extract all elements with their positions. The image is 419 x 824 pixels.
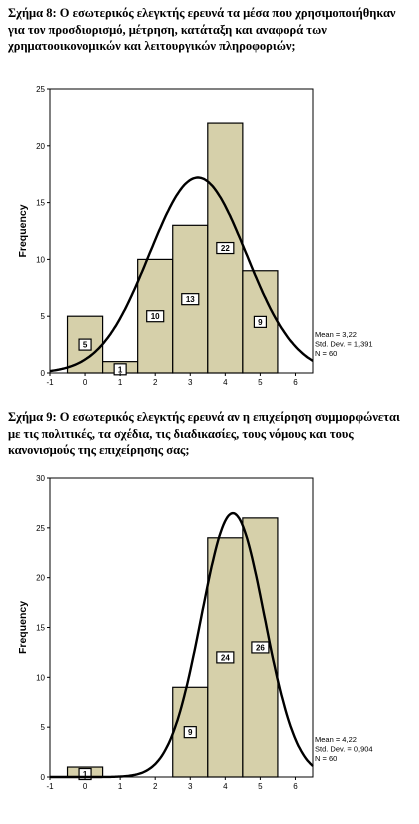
data-label: 9 <box>258 318 263 327</box>
y-tick-label: 20 <box>36 142 45 151</box>
data-label-box <box>183 726 197 739</box>
x-tick-label: 1 <box>118 782 123 791</box>
stats-line: N = 60 <box>315 349 337 358</box>
data-label-box <box>253 315 267 328</box>
data-label: 1 <box>118 365 123 374</box>
data-label: 22 <box>221 244 230 253</box>
normal-curve <box>50 511 314 779</box>
stats-line: Std. Dev. = 1,391 <box>315 340 373 349</box>
data-label: 24 <box>221 653 230 662</box>
y-tick-label: 5 <box>41 723 46 732</box>
y-tick-label: 10 <box>36 673 45 682</box>
y-axis-title: Frequency <box>17 601 29 654</box>
stats-line: Mean = 4,22 <box>315 735 357 744</box>
y-tick-label: 15 <box>36 199 45 208</box>
x-tick-label: 4 <box>223 378 228 387</box>
x-tick-label: 6 <box>293 378 298 387</box>
x-tick-label: -1 <box>46 378 54 387</box>
data-label-box <box>78 338 92 351</box>
figure-9-caption: Σχήμα 9: Ο εσωτερικός ελεγκτής ερευνά αν… <box>8 410 400 457</box>
data-label: 13 <box>186 295 195 304</box>
stats-line: Mean = 3,22 <box>315 330 357 339</box>
x-tick-label: 0 <box>83 782 88 791</box>
x-tick-label: 6 <box>293 782 298 791</box>
y-tick-label: 25 <box>36 85 45 94</box>
y-tick-label: 15 <box>36 624 45 633</box>
stats-line: Std. Dev. = 0,904 <box>315 745 373 754</box>
stats-line: N = 60 <box>315 754 337 763</box>
x-tick-label: 4 <box>223 782 228 791</box>
data-label-box <box>216 241 235 255</box>
x-tick-label: 1 <box>118 378 123 387</box>
y-tick-label: 10 <box>36 255 45 264</box>
x-tick-label: 3 <box>188 378 193 387</box>
y-tick-label: 0 <box>41 369 46 378</box>
data-label: 26 <box>256 643 265 652</box>
y-tick-label: 25 <box>36 524 45 533</box>
y-axis-title: Frequency <box>17 204 29 257</box>
figure-8-caption: Σχήμα 8: Ο εσωτερικός ελεγκτής ερευνά τα… <box>8 6 396 53</box>
data-label: 10 <box>151 312 160 321</box>
data-label: 9 <box>188 728 193 737</box>
data-label-box <box>216 651 235 664</box>
x-tick-label: 3 <box>188 782 193 791</box>
y-tick-label: 5 <box>41 312 46 321</box>
data-label-box <box>251 641 270 654</box>
y-tick-label: 20 <box>36 574 45 583</box>
x-tick-label: 0 <box>83 378 88 387</box>
data-label-box <box>146 310 165 323</box>
y-tick-label: 0 <box>41 773 46 782</box>
data-label: 1 <box>83 770 88 779</box>
x-tick-label: 2 <box>153 782 158 791</box>
x-tick-label: 5 <box>258 782 263 791</box>
y-tick-label: 30 <box>36 474 45 483</box>
normal-curve <box>49 176 314 373</box>
x-tick-label: 5 <box>258 378 263 387</box>
data-label-box <box>181 293 200 306</box>
x-tick-label: 2 <box>153 378 158 387</box>
data-label: 5 <box>83 341 88 350</box>
x-tick-label: -1 <box>46 782 54 791</box>
